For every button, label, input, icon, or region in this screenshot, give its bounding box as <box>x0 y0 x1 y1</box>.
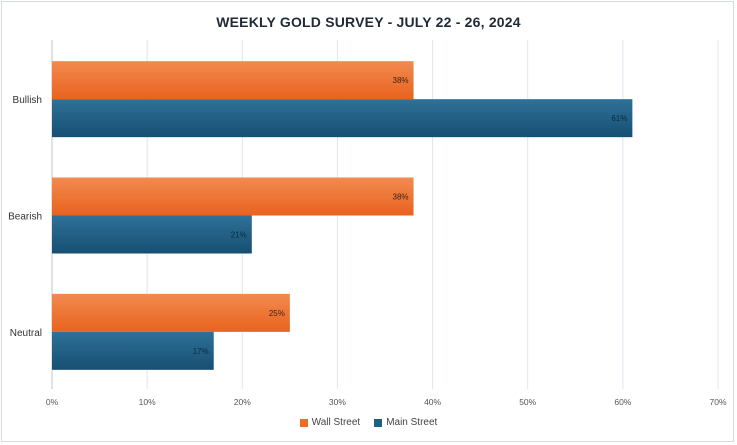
legend-label-main-street: Main Street <box>386 417 438 428</box>
legend-swatch-main-street <box>374 418 383 427</box>
chart-title: WEEKLY GOLD SURVEY - JULY 22 - 26, 2024 <box>216 14 521 30</box>
data-label: 21% <box>231 231 247 240</box>
bar-wall-street-bullish <box>52 61 414 100</box>
data-label: 38% <box>393 193 409 202</box>
bar-main-street-neutral <box>52 331 214 370</box>
x-tick-label: 50% <box>519 397 536 407</box>
data-label: 17% <box>193 347 209 356</box>
legend-item-main-street: Main Street <box>374 417 437 428</box>
x-tick-label: 20% <box>234 397 251 407</box>
bar-wall-street-neutral <box>52 293 290 332</box>
bar-main-street-bearish <box>52 215 252 254</box>
category-label-bearish: Bearish <box>8 212 42 223</box>
x-tick-label: 30% <box>329 397 346 407</box>
bar-wall-street-bearish <box>52 177 414 216</box>
x-tick-label: 10% <box>139 397 156 407</box>
legend: Wall Street Main Street <box>0 417 737 428</box>
category-label-bullish: Bullish <box>13 95 42 106</box>
legend-item-wall-street: Wall Street <box>299 417 361 428</box>
data-label: 61% <box>611 114 627 123</box>
x-tick-label: 60% <box>614 397 631 407</box>
data-label: 25% <box>269 309 285 318</box>
x-tick-label: 70% <box>709 397 726 407</box>
bar-main-street-bullish <box>52 99 633 138</box>
x-tick-label: 0% <box>46 397 59 407</box>
legend-label-wall-street: Wall Street <box>311 417 361 428</box>
legend-swatch-wall-street <box>299 418 308 427</box>
category-label-neutral: Neutral <box>10 328 42 339</box>
data-label: 38% <box>393 76 409 85</box>
x-tick-label: 40% <box>424 397 441 407</box>
